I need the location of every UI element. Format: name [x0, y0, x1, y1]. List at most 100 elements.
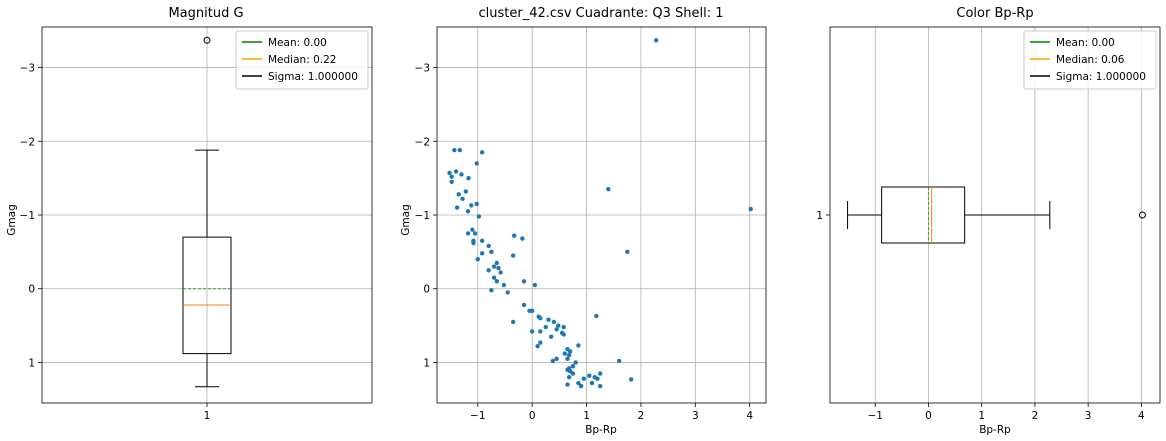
x-tick-label: 4: [746, 410, 753, 422]
scatter-point: [521, 302, 527, 308]
chart-title: cluster_42.csv Cuadrante: Q3 Shell: 1: [479, 6, 724, 21]
legend-label: Median: 0.06: [1056, 54, 1125, 66]
outlier-point: [1138, 211, 1146, 219]
chart-title: Magnitud G: [168, 6, 243, 21]
scatter-point: [556, 323, 561, 328]
scatter-point: [459, 172, 464, 177]
x-tick-label: 3: [1085, 410, 1092, 422]
scatter-point: [565, 382, 570, 387]
panel-magnitud-g: Magnitud G Gmag 1 0 −1 −2 −3 1 Mean: 0.00 Media…: [6, 6, 373, 422]
scatter-point: [576, 380, 581, 386]
x-tick-label: 0: [529, 410, 536, 422]
scatter-point: [512, 233, 517, 238]
x-tick-label: 2: [1032, 410, 1039, 422]
y-tick-label: −1: [415, 210, 430, 222]
scatter-point: [447, 170, 452, 176]
scatter-point: [494, 260, 500, 266]
scatter-point: [449, 174, 454, 179]
scatter-point: [581, 376, 587, 381]
scatter-point: [460, 196, 465, 201]
x-axis-label: Bp-Rp: [585, 424, 617, 436]
x-tick-label: −1: [867, 410, 882, 422]
scatter-point: [475, 257, 480, 262]
x-tick-label: 1: [978, 410, 985, 422]
scatter-point: [469, 203, 474, 208]
scatter-point: [489, 288, 494, 293]
y-tick-label: 1: [28, 357, 35, 369]
scatter-point: [474, 201, 479, 207]
scatter-point: [595, 376, 600, 381]
scatter-point: [520, 236, 525, 241]
y-tick-label: 0: [423, 284, 430, 296]
scatter-point: [548, 334, 554, 339]
scatter-point: [491, 275, 497, 280]
scatter-point: [505, 290, 510, 295]
scatter-point: [578, 383, 584, 389]
scatter-point: [625, 249, 630, 255]
scatter-point: [471, 240, 476, 246]
scatter-point: [510, 319, 516, 325]
y-tick-label: −3: [20, 63, 35, 75]
scatter-point: [494, 279, 500, 284]
chart-title: Color Bp-Rp: [956, 6, 1033, 21]
scatter-point: [449, 179, 454, 185]
scatter-point: [453, 169, 459, 174]
scatter-point: [535, 344, 540, 349]
y-tick-label: −3: [415, 63, 430, 75]
y-tick-label: −1: [20, 210, 35, 222]
y-tick-label: 1: [423, 357, 430, 369]
scatter-point: [538, 316, 543, 321]
scatter-point: [538, 340, 543, 345]
scatter-point: [606, 186, 611, 192]
x-tick-label: 4: [1138, 410, 1145, 422]
scatter-point: [573, 360, 578, 365]
scatter-point: [470, 227, 475, 232]
scatter-point: [566, 352, 572, 358]
scatter-point: [546, 317, 551, 322]
legend: Mean: 0.00 Median: 0.22 Sigma: 1.000000: [235, 30, 369, 90]
scatter-point: [474, 161, 479, 166]
scatter-point: [554, 327, 559, 332]
scatter-point: [653, 38, 659, 43]
scatter-point: [597, 371, 603, 376]
scatter-point: [472, 231, 478, 236]
legend-label: Median: 0.22: [268, 54, 336, 66]
y-axis-label: Gmag: [400, 204, 412, 235]
scatter-point: [456, 192, 461, 197]
scatter-point: [529, 308, 535, 314]
scatter-point: [570, 363, 576, 369]
scatter-point: [551, 319, 557, 325]
scatter-point: [479, 251, 485, 256]
scatter-point: [496, 265, 501, 271]
x-tick-label: 2: [638, 410, 645, 422]
legend-label: Sigma: 1.000000: [268, 71, 358, 83]
scatter-point: [457, 147, 463, 153]
scatter-point: [452, 147, 457, 153]
legend-label: Mean: 0.00: [268, 37, 327, 49]
scatter-point: [589, 380, 595, 386]
scatter-point: [465, 209, 471, 214]
scatter-point: [562, 351, 567, 356]
scatter-point: [543, 324, 548, 330]
y-tick-label: 0: [28, 284, 35, 296]
legend-frame: [235, 30, 369, 90]
x-tick-label: −1: [470, 410, 485, 422]
scatter-point: [466, 175, 471, 181]
scatter-point: [550, 358, 556, 364]
panel-color-bp-rp: Color Bp-Rp Bp-Rp 1 −1 0 1 2 3 4 Mean: 0.00 Medi…: [816, 6, 1161, 436]
scatter-point: [561, 332, 566, 337]
scatter-point: [748, 206, 753, 212]
x-tick-label: 0: [925, 410, 932, 422]
scatter-point: [479, 238, 485, 244]
scatter-point: [570, 371, 576, 376]
y-tick-label: −2: [20, 136, 35, 148]
legend-frame: [1023, 30, 1157, 90]
y-tick-label: −2: [415, 136, 430, 148]
box: [881, 186, 966, 244]
scatter-point: [491, 264, 497, 269]
scatter-point: [486, 268, 491, 273]
x-tick-label: 1: [583, 410, 590, 422]
x-axis-label: Bp-Rp: [979, 424, 1011, 436]
scatter-point: [587, 373, 592, 378]
